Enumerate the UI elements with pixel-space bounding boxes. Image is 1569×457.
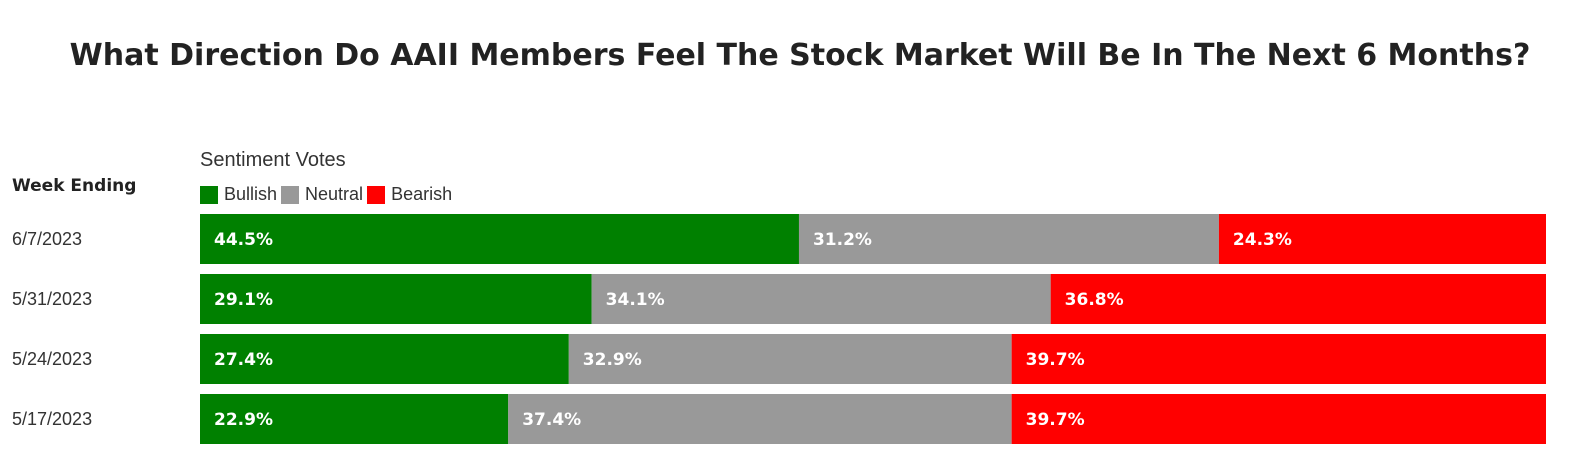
legend-label-neutral: Neutral xyxy=(305,184,364,204)
legend-swatch-bearish xyxy=(367,185,386,204)
legend-title: Sentiment Votes xyxy=(200,149,346,171)
bar-segment-neutral xyxy=(508,394,1012,444)
data-label-bearish: 39.7% xyxy=(1026,410,1085,430)
legend-label-bullish: Bullish xyxy=(224,184,278,204)
legend-item-bearish: Bearish xyxy=(367,184,452,205)
bar-segment-bearish xyxy=(1218,214,1546,264)
category-label: 5/31/2023 xyxy=(12,289,92,309)
data-label-bearish: 39.7% xyxy=(1026,350,1085,370)
data-label-bullish: 44.5% xyxy=(214,230,273,250)
legend: Bullish Neutral Bearish xyxy=(200,184,456,205)
bar-segment-bearish xyxy=(1011,394,1546,444)
bar-segment-bearish xyxy=(1011,334,1546,384)
data-label-bearish: 24.3% xyxy=(1233,230,1292,250)
bar-segment-neutral xyxy=(568,334,1012,384)
legend-label-bearish: Bearish xyxy=(391,184,453,204)
category-label: 5/17/2023 xyxy=(12,409,92,429)
bar-segment-neutral xyxy=(798,214,1219,264)
bar-segment-bullish xyxy=(200,214,799,264)
data-label-bullish: 27.4% xyxy=(214,350,273,370)
bar-segment-bullish xyxy=(200,274,592,324)
data-label-bearish: 36.8% xyxy=(1065,290,1124,310)
legend-item-neutral: Neutral xyxy=(281,184,363,205)
bar-segment-bullish xyxy=(200,394,509,444)
legend-swatch-neutral xyxy=(281,185,300,204)
chart-title: What Direction Do AAII Members Feel The … xyxy=(69,38,1531,73)
data-label-neutral: 34.1% xyxy=(606,290,665,310)
category-label: 5/24/2023 xyxy=(12,349,92,369)
data-label-neutral: 37.4% xyxy=(522,410,581,430)
legend-swatch-bullish xyxy=(200,185,218,204)
category-label: 6/7/2023 xyxy=(12,229,82,249)
bar-segment-neutral xyxy=(591,274,1051,324)
legend-item-bullish: Bullish xyxy=(200,184,277,205)
bar-segment-bearish xyxy=(1050,274,1546,324)
row-header: Week Ending xyxy=(12,176,137,196)
data-label-bullish: 29.1% xyxy=(214,290,273,310)
data-label-bullish: 22.9% xyxy=(214,410,273,430)
bar-segment-bullish xyxy=(200,334,569,384)
data-label-neutral: 32.9% xyxy=(583,350,642,370)
data-label-neutral: 31.2% xyxy=(813,230,872,250)
